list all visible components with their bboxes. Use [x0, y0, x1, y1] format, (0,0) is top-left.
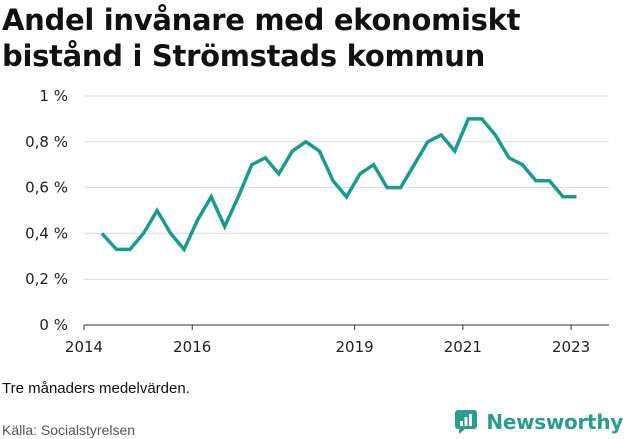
x-axis: 2014 2016 2019 2021 2023: [65, 325, 590, 356]
brand-name: Newsworthy: [486, 410, 623, 434]
y-tick-label: 1 %: [39, 87, 68, 105]
y-tick-label: 0,4 %: [25, 224, 68, 242]
x-tick-label: 2021: [444, 338, 482, 356]
x-tick-label: 2019: [336, 338, 374, 356]
grid-lines: [84, 95, 609, 326]
y-axis-ticks: 0 % 0,2 % 0,4 % 0,6 % 0,8 % 1 %: [25, 87, 68, 334]
chart-note: Tre månaders medelvärden.: [2, 380, 190, 397]
line-chart: 0 %0,2 %0,4 %0,6 %0,8 %1 % 2014 2016 2019 2…: [25, 87, 609, 356]
brand-logo: Newsworthy: [454, 409, 623, 435]
x-tick-label: 2014: [65, 338, 103, 356]
y-tick-label: 0,8 %: [25, 133, 68, 151]
y-tick-label: 0 %: [39, 316, 68, 334]
x-tick-label: 2023: [552, 338, 590, 356]
series-line: [100, 117, 577, 253]
chart-title: Andel invånare med ekonomiskt bistånd i …: [2, 3, 521, 73]
y-tick-label: 0,2 %: [25, 270, 68, 288]
newsworthy-chart-icon: [455, 410, 478, 434]
x-tick-label: 2016: [173, 338, 211, 356]
source-label: Källa: Socialstyrelsen: [2, 422, 136, 438]
series-layer: [100, 117, 577, 253]
y-tick-label: 0,6 %: [25, 179, 68, 197]
